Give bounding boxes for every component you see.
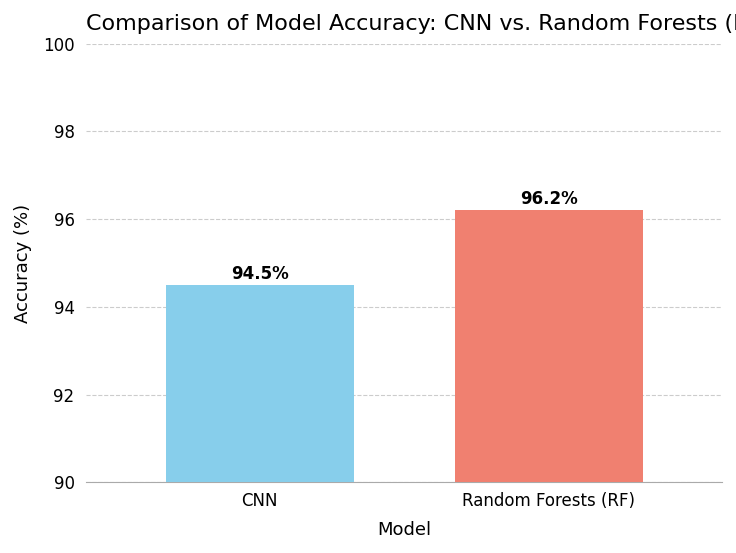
X-axis label: Model: Model bbox=[378, 521, 431, 539]
Bar bbox=[166, 285, 354, 482]
Text: Comparison of Model Accuracy: CNN vs. Random Forests (RF): Comparison of Model Accuracy: CNN vs. Ra… bbox=[86, 14, 736, 34]
Text: 96.2%: 96.2% bbox=[520, 190, 578, 208]
Y-axis label: Accuracy (%): Accuracy (%) bbox=[14, 204, 32, 322]
Bar bbox=[455, 210, 643, 482]
Text: 94.5%: 94.5% bbox=[231, 265, 289, 283]
